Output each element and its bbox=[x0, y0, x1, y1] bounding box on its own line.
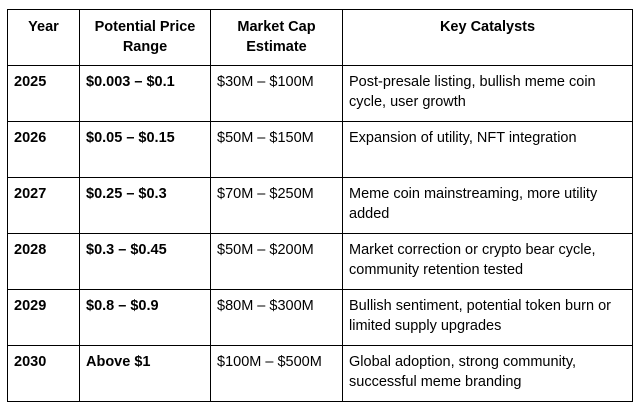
price-prediction-table: Year Potential Price Range Market Cap Es… bbox=[7, 9, 633, 402]
catalysts-cell: Global adoption, strong community, succe… bbox=[342, 345, 633, 402]
price-range-cell: $0.8 – $0.9 bbox=[79, 289, 211, 346]
catalysts-cell: Meme coin mainstreaming, more utility ad… bbox=[342, 177, 633, 234]
table-row: 2030 Above $1 $100M – $500M Global adoption… bbox=[7, 345, 633, 402]
year-cell: 2030 bbox=[7, 345, 80, 402]
table-row: 2027 $0.25 – $0.3 $70M – $250M Meme coin ma… bbox=[7, 177, 633, 234]
table-row: 2026 $0.05 – $0.15 $50M – $150M Expansion o… bbox=[7, 121, 633, 178]
year-cell: 2028 bbox=[7, 233, 80, 290]
market-cap-cell: $30M – $100M bbox=[210, 65, 343, 122]
year-cell: 2026 bbox=[7, 121, 80, 178]
table-row: 2025 $0.003 – $0.1 $30M – $100M Post-presal… bbox=[7, 65, 633, 122]
table-row: 2028 $0.3 – $0.45 $50M – $200M Market corre… bbox=[7, 233, 633, 290]
market-cap-cell: $50M – $150M bbox=[210, 121, 343, 178]
catalysts-cell: Post-presale listing, bullish meme coin … bbox=[342, 65, 633, 122]
price-range-cell: $0.3 – $0.45 bbox=[79, 233, 211, 290]
price-range-cell: $0.05 – $0.15 bbox=[79, 121, 211, 178]
price-range-cell: Above $1 bbox=[79, 345, 211, 402]
header-market-cap: Market Cap Estimate bbox=[210, 9, 343, 66]
header-catalysts: Key Catalysts bbox=[342, 9, 633, 66]
table-row: 2029 $0.8 – $0.9 $80M – $300M Bullish senti… bbox=[7, 289, 633, 346]
market-cap-cell: $70M – $250M bbox=[210, 177, 343, 234]
price-range-cell: $0.25 – $0.3 bbox=[79, 177, 211, 234]
header-year: Year bbox=[7, 9, 80, 66]
market-cap-cell: $100M – $500M bbox=[210, 345, 343, 402]
market-cap-cell: $50M – $200M bbox=[210, 233, 343, 290]
catalysts-cell: Market correction or crypto bear cycle, … bbox=[342, 233, 633, 290]
year-cell: 2029 bbox=[7, 289, 80, 346]
year-cell: 2025 bbox=[7, 65, 80, 122]
market-cap-cell: $80M – $300M bbox=[210, 289, 343, 346]
header-row: Year Potential Price Range Market Cap Es… bbox=[7, 9, 633, 66]
year-cell: 2027 bbox=[7, 177, 80, 234]
header-price-range: Potential Price Range bbox=[79, 9, 211, 66]
catalysts-cell: Bullish sentiment, potential token burn … bbox=[342, 289, 633, 346]
price-range-cell: $0.003 – $0.1 bbox=[79, 65, 211, 122]
catalysts-cell: Expansion of utility, NFT integration bbox=[342, 121, 633, 178]
